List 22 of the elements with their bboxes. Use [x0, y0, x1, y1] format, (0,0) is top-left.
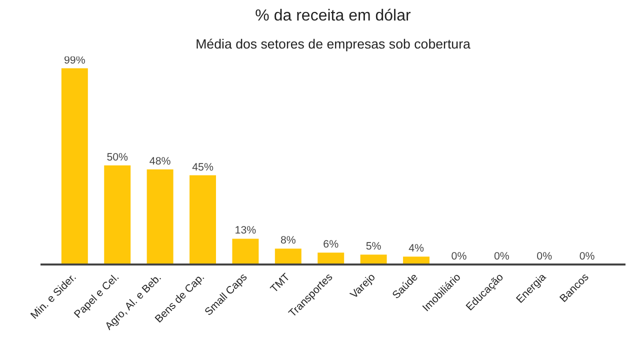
data-label: 48% [149, 155, 172, 168]
data-label: 0% [536, 250, 553, 262]
data-label: 4% [408, 242, 424, 255]
bar [190, 175, 216, 264]
bar [61, 68, 88, 264]
bar [232, 238, 259, 264]
bar [104, 165, 131, 264]
data-label: 5% [366, 240, 382, 253]
bar [146, 169, 174, 264]
bar [318, 252, 344, 264]
bar [360, 254, 387, 264]
data-label: 6% [323, 238, 340, 251]
data-label: 0% [494, 250, 510, 262]
data-label: 0% [451, 250, 468, 262]
data-label: 45% [192, 161, 214, 174]
data-label: 50% [106, 151, 129, 164]
data-label: 8% [280, 234, 296, 247]
chart-subtitle: Média dos setores de empresas sob cobertura [196, 36, 472, 52]
data-label: 0% [579, 250, 596, 262]
data-label: 13% [234, 224, 257, 237]
chart-title: % da receita em dólar [255, 8, 412, 24]
bar [274, 248, 302, 264]
